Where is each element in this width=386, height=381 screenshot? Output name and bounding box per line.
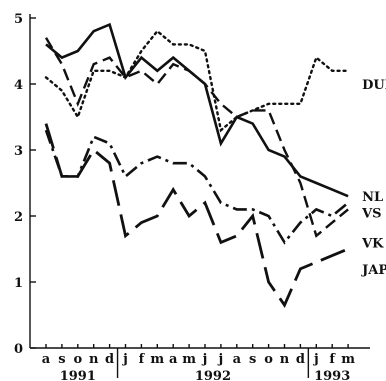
x-tick-label: j bbox=[202, 352, 208, 367]
x-tick-label: n bbox=[89, 352, 99, 367]
y-axis-ticks: 0 1 2 3 4 5 bbox=[14, 12, 36, 357]
x-tick-label: m bbox=[182, 352, 196, 367]
x-tick-label: f bbox=[329, 352, 336, 367]
x-tick-label: j bbox=[122, 352, 128, 367]
x-tick-label: a bbox=[169, 352, 178, 367]
x-tick-label: s bbox=[58, 352, 65, 367]
year-label: 1991 bbox=[60, 369, 96, 381]
x-tick-label: j bbox=[313, 352, 319, 367]
x-tick-label: m bbox=[150, 352, 164, 367]
series-line-nl bbox=[45, 22, 349, 198]
series-label-nl: NL bbox=[362, 190, 383, 205]
series-lines bbox=[44, 22, 350, 308]
x-tick-label: s bbox=[249, 352, 256, 367]
x-tick-label: a bbox=[42, 352, 51, 367]
x-tick-label: f bbox=[139, 352, 146, 367]
x-tick-label: o bbox=[73, 352, 82, 367]
year-labels: 1991 1992 1993 bbox=[60, 369, 351, 381]
series-line-vs bbox=[44, 37, 349, 238]
y-tick-label: 3 bbox=[14, 144, 23, 159]
year-label: 1993 bbox=[314, 369, 350, 381]
x-tick-label: d bbox=[296, 352, 305, 367]
y-tick-label: 0 bbox=[14, 342, 23, 357]
series-line-vk bbox=[44, 129, 349, 245]
y-tick-label: 4 bbox=[14, 78, 23, 93]
series-label-vk: VK bbox=[361, 236, 384, 251]
series-line-dui bbox=[44, 29, 350, 133]
series-label-dui: DUI bbox=[362, 78, 386, 93]
x-tick-label: m bbox=[341, 352, 355, 367]
y-tick-label: 1 bbox=[14, 276, 23, 291]
series-label-vs: VS bbox=[361, 207, 381, 222]
year-label: 1992 bbox=[195, 369, 231, 381]
series-line-jap bbox=[44, 123, 349, 308]
x-tick-label: n bbox=[280, 352, 290, 367]
x-tick-label: d bbox=[105, 352, 114, 367]
y-tick-label: 2 bbox=[14, 210, 23, 225]
x-tick-label: j bbox=[218, 352, 224, 367]
x-tick-label: a bbox=[233, 352, 242, 367]
axes bbox=[29, 14, 370, 378]
y-tick-label: 5 bbox=[14, 12, 23, 27]
x-tick-label: o bbox=[264, 352, 273, 367]
series-labels: DUI NL VS VK JAP bbox=[361, 78, 386, 278]
series-label-jap: JAP bbox=[361, 263, 386, 278]
